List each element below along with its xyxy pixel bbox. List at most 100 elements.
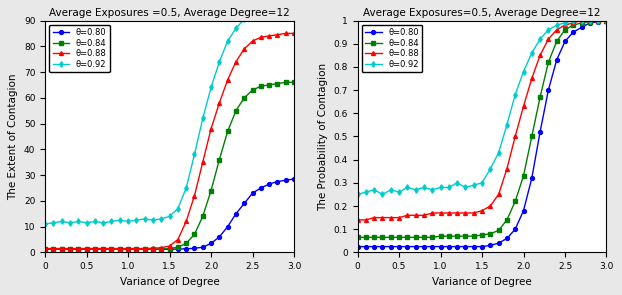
θ=0.84 <box>91 248 99 251</box>
θ=0.88 <box>578 19 585 22</box>
θ=0.92 <box>42 222 49 226</box>
θ=0.84 <box>67 248 74 251</box>
θ=0.80 <box>290 177 298 181</box>
θ=0.92 <box>282 6 289 9</box>
θ=0.92 <box>420 186 428 189</box>
θ=0.84 <box>362 235 369 239</box>
θ=0.80 <box>232 212 239 216</box>
θ=0.88 <box>545 37 552 41</box>
θ=0.92 <box>75 220 82 223</box>
θ=0.92 <box>495 151 503 155</box>
θ=0.84 <box>570 23 577 27</box>
θ=0.92 <box>100 221 107 224</box>
X-axis label: Variance of Degree: Variance of Degree <box>432 277 532 287</box>
θ=0.88 <box>495 193 503 196</box>
θ=0.80 <box>257 186 264 190</box>
θ=0.92 <box>58 220 65 223</box>
θ=0.80 <box>266 182 273 186</box>
θ=0.80 <box>207 242 215 245</box>
θ=0.92 <box>191 153 198 156</box>
θ=0.84 <box>536 95 544 99</box>
θ=0.88 <box>75 247 82 250</box>
θ=0.88 <box>207 127 215 130</box>
θ=0.84 <box>257 84 264 88</box>
θ=0.84 <box>462 235 469 238</box>
θ=0.88 <box>182 220 190 223</box>
θ=0.88 <box>91 247 99 250</box>
θ=0.84 <box>420 235 428 239</box>
θ=0.92 <box>478 181 486 185</box>
θ=0.80 <box>536 130 544 134</box>
θ=0.88 <box>603 19 610 22</box>
θ=0.88 <box>232 60 239 63</box>
θ=0.92 <box>116 218 124 222</box>
θ=0.92 <box>561 21 569 24</box>
θ=0.80 <box>362 245 369 248</box>
θ=0.92 <box>166 214 174 218</box>
θ=0.88 <box>528 77 536 80</box>
θ=0.88 <box>445 211 453 215</box>
θ=0.92 <box>232 27 239 30</box>
θ=0.80 <box>157 248 165 251</box>
θ=0.92 <box>224 39 231 43</box>
θ=0.88 <box>282 32 289 35</box>
θ=0.80 <box>354 245 361 248</box>
θ=0.84 <box>404 235 411 239</box>
θ=0.84 <box>132 248 140 251</box>
θ=0.84 <box>108 248 115 251</box>
θ=0.80 <box>586 21 593 24</box>
θ=0.92 <box>362 190 369 194</box>
θ=0.84 <box>124 248 132 251</box>
θ=0.84 <box>83 248 90 251</box>
θ=0.88 <box>586 19 593 22</box>
θ=0.92 <box>528 51 536 55</box>
θ=0.80 <box>224 225 231 228</box>
θ=0.80 <box>174 247 182 251</box>
θ=0.84 <box>266 83 273 87</box>
θ=0.84 <box>503 218 511 222</box>
θ=0.84 <box>42 248 49 251</box>
θ=0.84 <box>241 96 248 100</box>
θ=0.92 <box>586 19 593 22</box>
θ=0.92 <box>387 188 394 191</box>
θ=0.80 <box>199 245 207 249</box>
θ=0.84 <box>595 19 602 22</box>
θ=0.80 <box>132 248 140 251</box>
θ=0.88 <box>462 211 469 215</box>
θ=0.88 <box>199 160 207 164</box>
θ=0.92 <box>445 186 453 189</box>
θ=0.88 <box>116 247 124 250</box>
θ=0.92 <box>603 19 610 22</box>
θ=0.88 <box>100 247 107 250</box>
θ=0.80 <box>495 241 503 245</box>
θ=0.88 <box>132 247 140 250</box>
θ=0.84 <box>437 235 444 238</box>
Title: Average Exposures=0.5, Average Degree=12: Average Exposures=0.5, Average Degree=12 <box>363 8 601 18</box>
θ=0.84 <box>486 232 494 236</box>
θ=0.84 <box>182 242 190 245</box>
θ=0.92 <box>354 193 361 196</box>
θ=0.84 <box>75 248 82 251</box>
θ=0.88 <box>570 21 577 24</box>
θ=0.88 <box>362 218 369 222</box>
Line: θ=0.84: θ=0.84 <box>43 81 296 251</box>
θ=0.88 <box>166 244 174 248</box>
θ=0.92 <box>207 86 215 89</box>
θ=0.88 <box>191 194 198 197</box>
θ=0.92 <box>199 117 207 120</box>
θ=0.84 <box>224 130 231 133</box>
Line: θ=0.92: θ=0.92 <box>356 19 608 196</box>
θ=0.88 <box>561 23 569 27</box>
θ=0.88 <box>453 211 461 215</box>
θ=0.84 <box>141 248 149 251</box>
θ=0.88 <box>429 211 436 215</box>
θ=0.80 <box>379 245 386 248</box>
θ=0.88 <box>249 39 256 43</box>
θ=0.80 <box>274 180 281 183</box>
θ=0.84 <box>478 233 486 237</box>
θ=0.84 <box>553 40 560 43</box>
θ=0.84 <box>371 235 378 239</box>
θ=0.84 <box>116 248 124 251</box>
θ=0.92 <box>453 181 461 185</box>
θ=0.80 <box>50 248 57 251</box>
